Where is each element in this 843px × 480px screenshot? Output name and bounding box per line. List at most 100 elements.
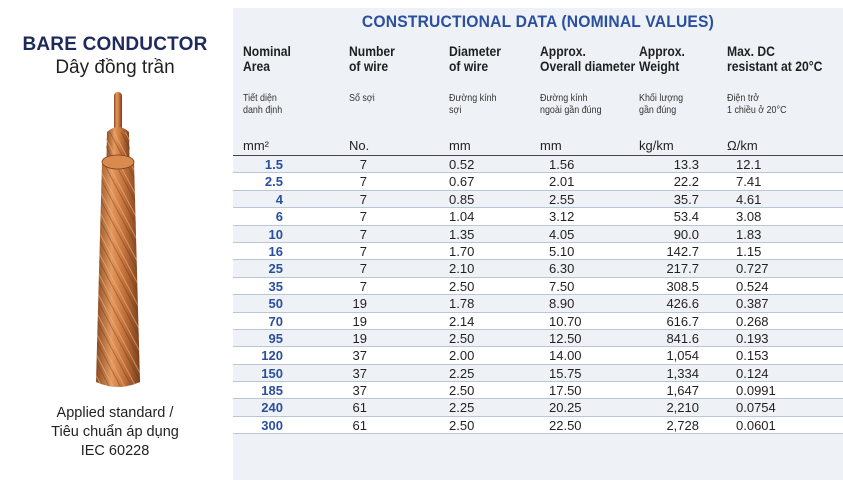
cell-diameter-of-wire: 2.50 [449, 278, 475, 294]
cell-number-of-wire: 61 [352, 400, 367, 416]
table-row: 95 19 2.50 12.50 841.6 0.193 [233, 329, 843, 348]
cell-diameter-of-wire: 2.25 [449, 400, 475, 416]
table-row: 1.5 7 0.52 1.56 13.3 12.1 [233, 156, 843, 174]
cell-diameter-of-wire: 1.04 [449, 209, 475, 225]
cell-nominal-area: 50 [268, 296, 283, 312]
table-row: 185 37 2.50 17.50 1,647 0.0991 [233, 382, 843, 400]
cell-overall-diameter: 4.05 [549, 226, 575, 242]
cell-weight: 53.4 [673, 209, 699, 225]
cell-dc-resistance: 7.41 [736, 174, 762, 190]
cell-dc-resistance: 0.727 [736, 261, 769, 277]
table-row: 2.5 7 0.67 2.01 22.2 7.41 [233, 173, 843, 191]
unit-count: No. [349, 138, 370, 153]
cell-weight: 1,054 [666, 348, 699, 364]
unit-wire-diameter: mm [449, 138, 471, 153]
cell-diameter-of-wire: 0.67 [449, 174, 475, 190]
cell-diameter-of-wire: 2.00 [449, 348, 475, 364]
cell-overall-diameter: 20.25 [549, 400, 582, 416]
cell-dc-resistance: 0.153 [736, 348, 769, 364]
cell-weight: 142.7 [666, 243, 699, 259]
cell-nominal-area: 95 [268, 330, 283, 346]
table-row: 10 7 1.35 4.05 90.0 1.83 [233, 225, 843, 243]
cell-diameter-of-wire: 0.52 [449, 157, 475, 172]
unit-area: mm² [243, 138, 269, 153]
cell-nominal-area: 120 [261, 348, 283, 364]
table-header-vietnamese-row: Tiết diện danh định Số sợi Đường kính sợi … [233, 86, 843, 134]
cell-dc-resistance: 0.0754 [736, 400, 776, 416]
cell-weight: 22.2 [673, 174, 699, 190]
cell-nominal-area: 16 [268, 243, 283, 259]
cell-diameter-of-wire: 2.25 [449, 365, 475, 381]
cell-diameter-of-wire: 2.50 [449, 383, 475, 399]
table-row: 50 19 1.78 8.90 426.6 0.387 [233, 295, 843, 313]
table-row: 120 37 2.00 14.00 1,054 0.153 [233, 347, 843, 365]
cell-dc-resistance: 3.08 [736, 209, 762, 225]
header-vi-number-of-wire: Số sợi [349, 92, 375, 104]
header-number-of-wire: Number of wire [349, 44, 395, 74]
table-row: 35 7 2.50 7.50 308.5 0.524 [233, 277, 843, 296]
cell-diameter-of-wire: 2.14 [449, 313, 475, 329]
standard-line: Applied standard / [56, 405, 174, 421]
cell-dc-resistance: 0.524 [736, 278, 769, 294]
cell-weight: 1,647 [666, 383, 699, 399]
cell-nominal-area: 2.5 [264, 174, 283, 190]
cell-overall-diameter: 17.50 [549, 383, 582, 399]
cell-number-of-wire: 37 [352, 365, 367, 381]
table-title: CONSTRUCTIONAL DATA (NOMINAL VALUES) [361, 12, 715, 31]
header-vi-weight: Khối lượng gần đúng [639, 92, 684, 116]
cell-nominal-area: 300 [261, 417, 283, 433]
table-row: 240 61 2.25 20.25 2,210 0.0754 [233, 399, 843, 417]
cell-dc-resistance: 12.1 [736, 157, 762, 172]
cell-diameter-of-wire: 2.10 [449, 261, 475, 277]
cell-weight: 426.6 [666, 296, 699, 312]
unit-resistance: Ω/km [727, 138, 758, 153]
cell-weight: 90.0 [673, 226, 699, 242]
product-panel: BARE CONDUCTOR Dây đồng trần Applied [0, 0, 230, 480]
table-body: 1.5 7 0.52 1.56 13.3 12.1 2.5 7 0.67 2.01 22.2 7.41… [233, 156, 843, 435]
table-units-row: mm² No. mm mm kg/km Ω/km [233, 134, 843, 156]
copper-cable-image [96, 92, 140, 387]
header-vi-overall-diameter: Đường kính ngoài gần đúng [540, 92, 602, 116]
cell-dc-resistance: 0.124 [736, 365, 769, 381]
cell-dc-resistance: 0.268 [736, 313, 769, 329]
standard-code: IEC 60228 [80, 443, 150, 459]
cell-dc-resistance: 0.0601 [736, 417, 776, 433]
cell-nominal-area: 10 [268, 226, 283, 242]
header-overall-diameter: Approx. Overall diameter [540, 44, 636, 74]
cell-dc-resistance: 4.61 [736, 191, 762, 207]
table-row: 150 37 2.25 15.75 1,334 0.124 [233, 364, 843, 383]
cell-diameter-of-wire: 0.85 [449, 191, 475, 207]
cell-overall-diameter: 10.70 [549, 313, 582, 329]
product-subtitle: Dây đồng trần [55, 57, 175, 78]
cell-dc-resistance: 1.83 [736, 226, 762, 242]
cell-nominal-area: 25 [268, 261, 283, 277]
cell-number-of-wire: 19 [352, 313, 367, 329]
header-vi-diameter-of-wire: Đường kính sợi [449, 92, 497, 116]
cell-nominal-area: 4 [275, 191, 283, 207]
cell-overall-diameter: 2.55 [549, 191, 575, 207]
cell-nominal-area: 240 [261, 400, 283, 416]
cell-overall-diameter: 15.75 [549, 365, 582, 381]
cell-diameter-of-wire: 1.35 [449, 226, 475, 242]
header-nominal-area: Nominal Area [243, 44, 291, 74]
constructional-data-table: Nominal Area Number of wire Diameter of wir… [233, 36, 843, 435]
cell-number-of-wire: 19 [352, 330, 367, 346]
cell-overall-diameter: 22.50 [549, 417, 582, 433]
cell-nominal-area: 1.5 [264, 157, 283, 172]
cell-nominal-area: 185 [261, 383, 283, 399]
cell-dc-resistance: 0.193 [736, 330, 769, 346]
table-row: 6 7 1.04 3.12 53.4 3.08 [233, 208, 843, 226]
cell-nominal-area: 6 [275, 209, 283, 225]
cell-overall-diameter: 1.56 [549, 157, 575, 172]
cell-overall-diameter: 6.30 [549, 261, 575, 277]
cell-number-of-wire: 37 [352, 383, 367, 399]
cell-overall-diameter: 5.10 [549, 243, 575, 259]
cell-number-of-wire: 7 [359, 278, 367, 294]
unit-weight: kg/km [639, 138, 674, 153]
cell-weight: 1,334 [666, 365, 699, 381]
table-row: 16 7 1.70 5.10 142.7 1.15 [233, 242, 843, 261]
cell-weight: 616.7 [666, 313, 699, 329]
product-title: BARE CONDUCTOR [22, 34, 208, 55]
cell-overall-diameter: 7.50 [549, 278, 575, 294]
table-row: 4 7 0.85 2.55 35.7 4.61 [233, 190, 843, 209]
